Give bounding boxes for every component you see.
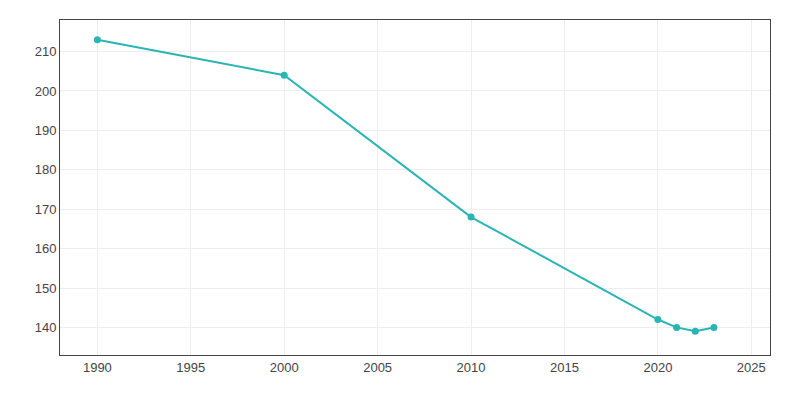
svg-text:140: 140 (35, 320, 57, 335)
svg-text:2020: 2020 (643, 360, 672, 375)
svg-text:180: 180 (35, 162, 57, 177)
svg-text:200: 200 (35, 83, 57, 98)
svg-text:150: 150 (35, 281, 57, 296)
svg-text:160: 160 (35, 241, 57, 256)
svg-text:190: 190 (35, 123, 57, 138)
svg-text:2025: 2025 (737, 360, 766, 375)
svg-text:2015: 2015 (550, 360, 579, 375)
svg-text:1990: 1990 (83, 360, 112, 375)
svg-text:170: 170 (35, 202, 57, 217)
svg-text:2005: 2005 (363, 360, 392, 375)
svg-text:210: 210 (35, 44, 57, 59)
svg-text:2010: 2010 (457, 360, 486, 375)
svg-text:2000: 2000 (270, 360, 299, 375)
svg-text:1995: 1995 (176, 360, 205, 375)
